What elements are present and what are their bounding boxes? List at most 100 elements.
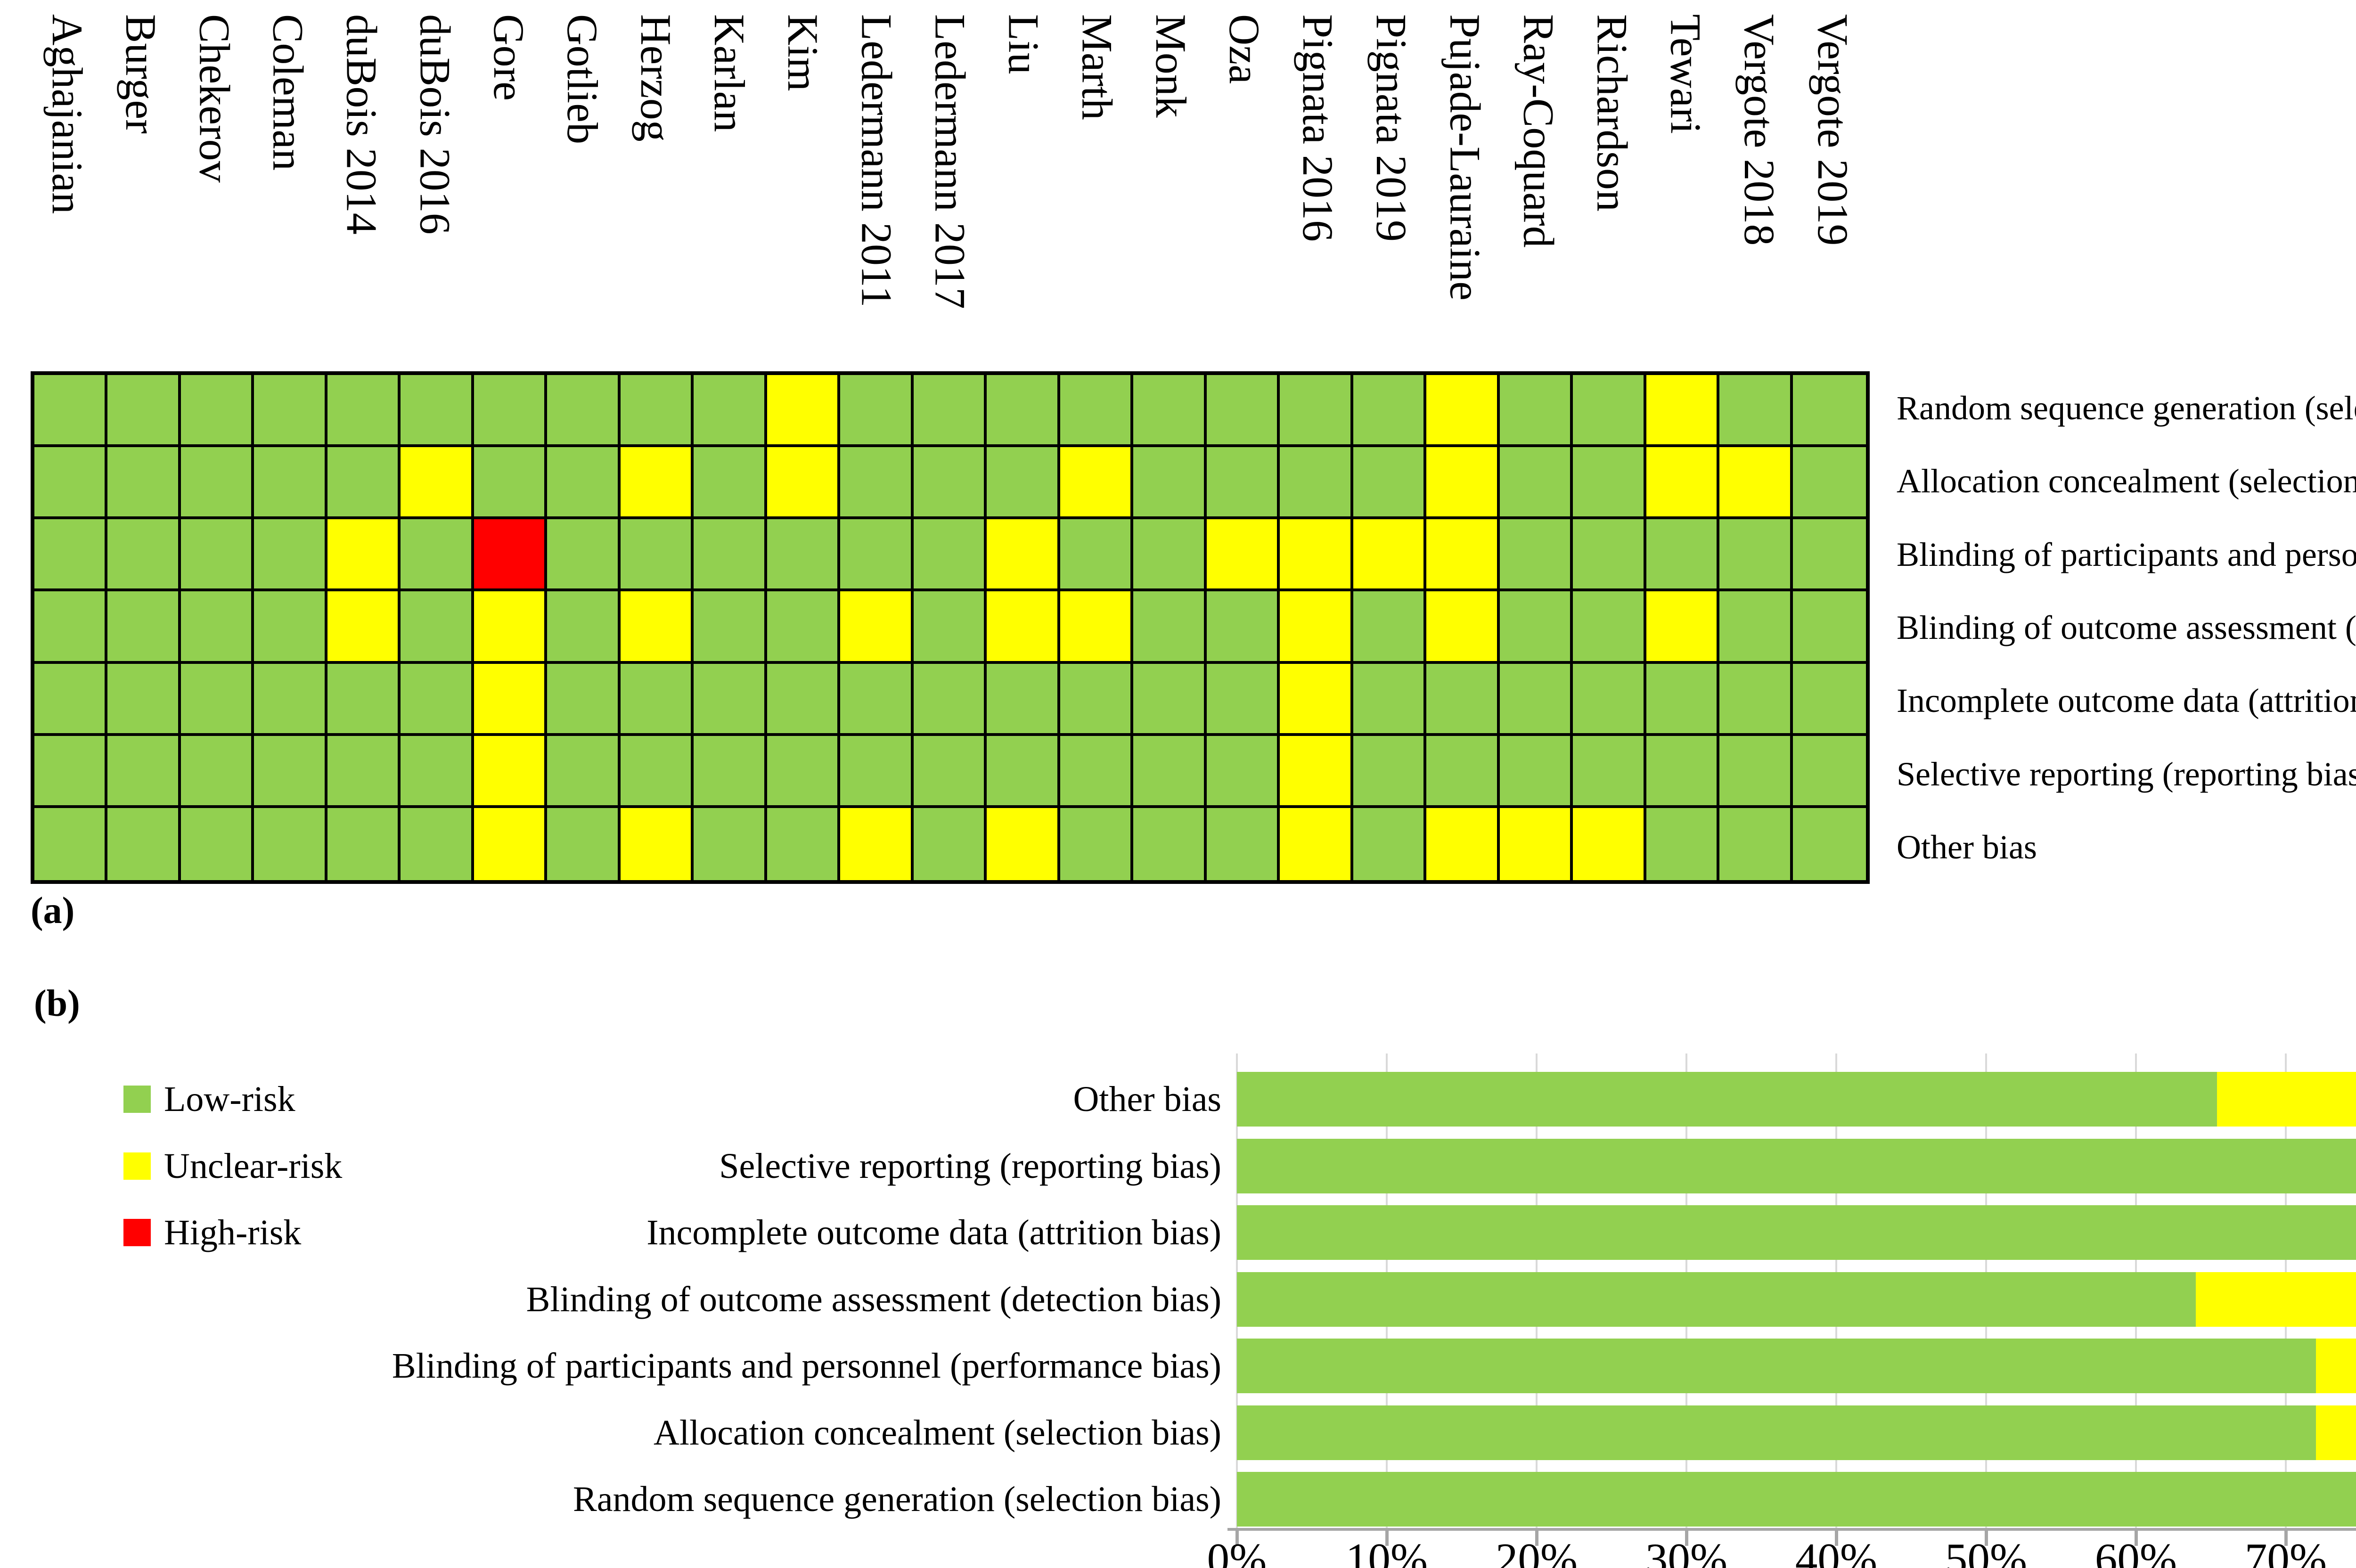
risk-cell-low-risk	[34, 591, 108, 664]
study-column-header: Marth	[1061, 14, 1134, 349]
bias-domain-label: Other bias	[1897, 828, 2037, 866]
risk-cell-low-risk	[1499, 447, 1573, 520]
risk-cell-low-risk	[1573, 447, 1646, 520]
risk-cell-low-risk	[1792, 663, 1866, 736]
risk-cell-low-risk	[1426, 663, 1500, 736]
study-column-header: Karlan	[693, 14, 766, 349]
panel-b-label: (b)	[34, 983, 80, 1024]
risk-cell-unclear-risk	[620, 591, 694, 664]
risk-cell-low-risk	[401, 808, 474, 880]
risk-cell-unclear-risk	[1280, 519, 1353, 592]
legend-swatch-low-risk	[123, 1086, 151, 1113]
risk-cell-low-risk	[1792, 375, 1866, 448]
study-name: Marth	[1073, 14, 1121, 120]
risk-cell-low-risk	[913, 375, 987, 448]
risk-cell-low-risk	[1719, 591, 1793, 664]
risk-cell-low-risk	[1499, 663, 1573, 736]
risk-cell-unclear-risk	[474, 591, 548, 664]
risk-cell-low-risk	[180, 735, 254, 808]
study-column-header: Coleman	[251, 14, 325, 349]
study-name: Vergote 2018	[1735, 14, 1783, 246]
risk-cell-low-risk	[327, 447, 401, 520]
study-column-header: Gotlieb	[546, 14, 619, 349]
bar-category-label: Incomplete outcome data (attrition bias)	[646, 1213, 1221, 1252]
risk-cell-low-risk	[840, 447, 914, 520]
risk-cell-low-risk	[1206, 375, 1280, 448]
x-axis-tick	[1385, 1530, 1389, 1546]
risk-cell-low-risk	[107, 519, 181, 592]
risk-cell-unclear-risk	[1353, 519, 1427, 592]
risk-cell-low-risk	[327, 735, 401, 808]
risk-cell-low-risk	[913, 519, 987, 592]
study-name: Herzog	[632, 14, 680, 142]
legend-label: High-risk	[164, 1213, 302, 1252]
study-name: Pignata 2019	[1367, 14, 1416, 242]
risk-cell-unclear-risk	[1646, 375, 1720, 448]
study-name: Coleman	[264, 14, 312, 171]
study-column-header: Ledermann 2017	[913, 14, 987, 349]
risk-cell-unclear-risk	[1206, 519, 1280, 592]
x-axis-tick-label: 20%	[1495, 1534, 1578, 1568]
risk-cell-low-risk	[1280, 447, 1353, 520]
risk-cell-low-risk	[327, 663, 401, 736]
risk-cell-low-risk	[620, 519, 694, 592]
study-column-header: Tewari	[1649, 14, 1723, 349]
legend-label: Low-risk	[164, 1079, 295, 1119]
risk-cell-low-risk	[987, 663, 1060, 736]
risk-cell-low-risk	[547, 519, 621, 592]
risk-cell-low-risk	[180, 591, 254, 664]
bias-domain-label: Blinding of participants and personnel (…	[1897, 535, 2356, 573]
risk-cell-low-risk	[1719, 663, 1793, 736]
risk-cell-unclear-risk	[1719, 447, 1793, 520]
bias-domain-label: Random sequence generation (selection bi…	[1897, 389, 2356, 427]
risk-cell-low-risk	[1792, 735, 1866, 808]
risk-cell-low-risk	[1719, 735, 1793, 808]
risk-cell-low-risk	[620, 375, 694, 448]
risk-cell-unclear-risk	[767, 447, 841, 520]
risk-cell-low-risk	[180, 519, 254, 592]
bar-segment-low-risk	[1237, 1072, 2217, 1127]
risk-cell-unclear-risk	[1060, 591, 1134, 664]
risk-cell-low-risk	[987, 735, 1060, 808]
risk-cell-low-risk	[107, 663, 181, 736]
risk-cell-low-risk	[1133, 591, 1207, 664]
risk-cell-low-risk	[913, 663, 987, 736]
risk-cell-unclear-risk	[620, 808, 694, 880]
risk-cell-unclear-risk	[987, 591, 1060, 664]
x-axis-tick	[2135, 1530, 2138, 1546]
risk-cell-low-risk	[1353, 808, 1427, 880]
risk-cell-low-risk	[1573, 519, 1646, 592]
bias-domain-label: Blinding of outcome assessment (detectio…	[1897, 609, 2356, 646]
risk-cell-low-risk	[547, 375, 621, 448]
risk-cell-low-risk	[474, 375, 548, 448]
risk-cell-low-risk	[767, 663, 841, 736]
study-name: Ray-Coquard	[1514, 14, 1563, 248]
risk-cell-unclear-risk	[1280, 735, 1353, 808]
risk-cell-low-risk	[254, 447, 327, 520]
risk-cell-low-risk	[694, 591, 767, 664]
risk-cell-low-risk	[401, 519, 474, 592]
bar-segment-unclear-risk	[2315, 1339, 2356, 1393]
legend-label: Unclear-risk	[164, 1146, 343, 1186]
risk-cell-low-risk	[1206, 808, 1280, 880]
risk-cell-low-risk	[180, 375, 254, 448]
risk-cell-low-risk	[34, 808, 108, 880]
x-axis-tick-label: 10%	[1345, 1534, 1428, 1568]
x-axis-tick	[1535, 1530, 1538, 1546]
study-column-header: Ray-Coquard	[1502, 14, 1575, 349]
study-column-header: Vergote 2019	[1796, 14, 1870, 349]
bias-domain-label: Selective reporting (reporting bias)	[1897, 755, 2356, 793]
risk-cell-low-risk	[254, 735, 327, 808]
bar-category-label: Selective reporting (reporting bias)	[719, 1146, 1221, 1186]
risk-cell-unclear-risk	[1573, 808, 1646, 880]
risk-cell-low-risk	[401, 375, 474, 448]
risk-cell-low-risk	[1719, 519, 1793, 592]
risk-cell-low-risk	[1792, 808, 1866, 880]
x-axis-tick-label: 30%	[1645, 1534, 1728, 1568]
risk-cell-low-risk	[1719, 808, 1793, 880]
risk-cell-low-risk	[1499, 591, 1573, 664]
risk-cell-low-risk	[694, 447, 767, 520]
risk-cell-low-risk	[547, 591, 621, 664]
x-axis-tick-label: 0%	[1207, 1534, 1267, 1568]
risk-cell-low-risk	[1353, 591, 1427, 664]
